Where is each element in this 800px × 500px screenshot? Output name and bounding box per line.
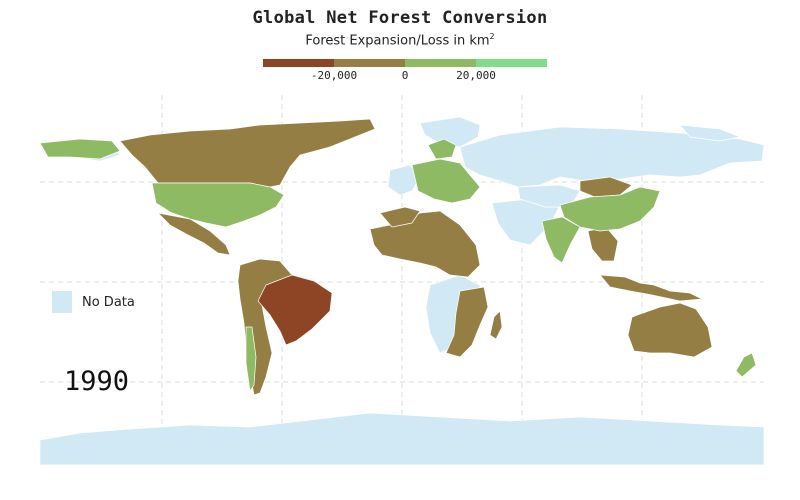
color-scale-bar xyxy=(263,59,547,67)
graticule xyxy=(40,95,764,465)
region-indonesia xyxy=(599,274,704,302)
region-greenland-arctic xyxy=(419,116,481,148)
scale-segment-heavy-loss xyxy=(263,59,334,67)
region-brazil xyxy=(257,274,333,346)
region-antarctica xyxy=(40,412,764,465)
scale-segment-loss xyxy=(334,59,405,67)
region-india xyxy=(541,216,581,264)
region-africa-west xyxy=(369,210,481,278)
region-north-islands xyxy=(679,124,742,142)
scale-tick-label: 0 xyxy=(401,69,409,82)
region-africa-east xyxy=(445,286,489,358)
map-subtitle: Forest Expansion/Loss in km2 xyxy=(305,32,495,49)
region-new-zealand xyxy=(735,352,757,378)
no-data-legend: No Data xyxy=(52,291,135,313)
no-data-label: No Data xyxy=(82,294,135,310)
scale-segment-gain xyxy=(405,59,476,67)
region-united-states xyxy=(151,182,285,228)
region-scandinavia xyxy=(427,138,457,160)
region-australia xyxy=(627,302,713,358)
region-mexico xyxy=(156,212,231,256)
no-data-swatch xyxy=(52,291,72,313)
region-europe-nodata xyxy=(387,164,421,196)
world-map xyxy=(40,95,764,465)
scale-segment-heavy-gain xyxy=(476,59,547,67)
region-europe xyxy=(411,158,481,204)
region-russia xyxy=(459,126,764,188)
scale-tick-label: 20,000 xyxy=(456,69,496,82)
scale-tick-label: -20,000 xyxy=(310,69,358,82)
map-title: Global Net Forest Conversion xyxy=(252,8,548,28)
region-madagascar xyxy=(489,310,503,340)
year-label: 1990 xyxy=(64,366,130,397)
region-north-africa xyxy=(379,206,421,228)
region-chile xyxy=(245,326,257,392)
region-canada xyxy=(119,118,376,188)
region-southeast-asia xyxy=(587,226,619,262)
region-alaska xyxy=(40,138,121,160)
